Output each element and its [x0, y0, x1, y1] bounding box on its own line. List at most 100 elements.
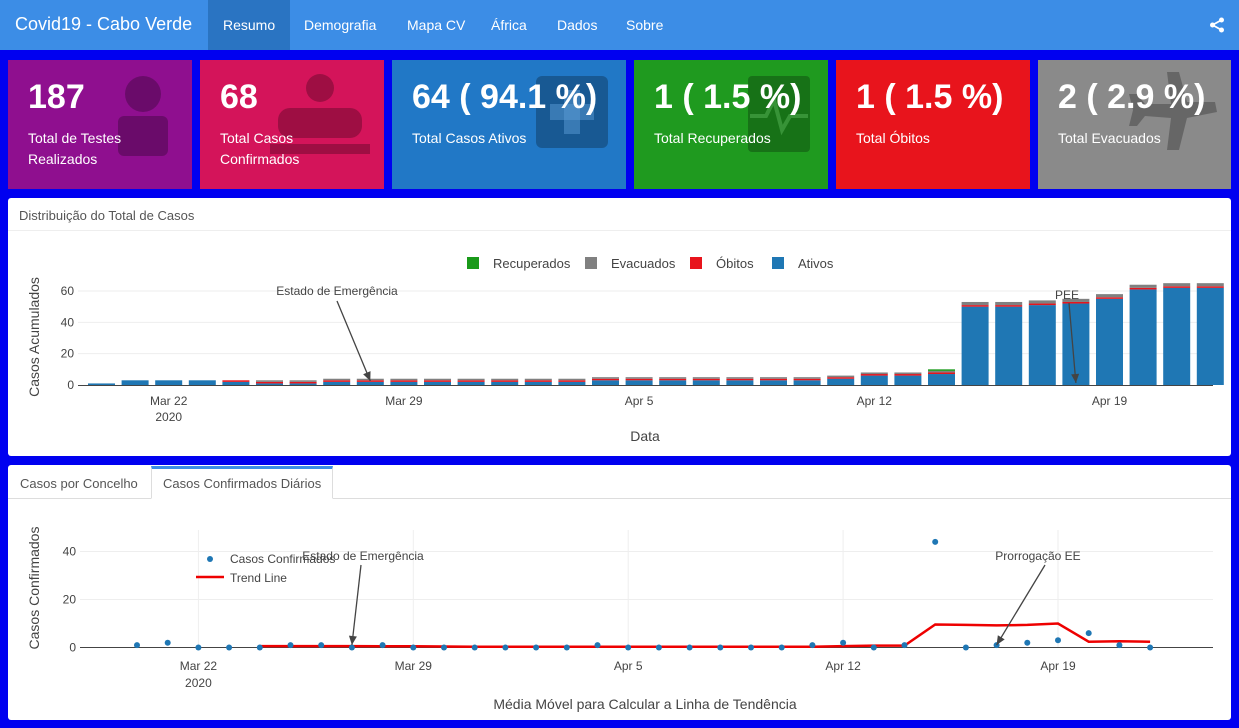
- value-box-ativos: 64 ( 94.1 %) Total Casos Ativos: [392, 60, 626, 189]
- data-point: [226, 644, 233, 651]
- bar-ativos: [289, 383, 317, 385]
- legend-label: Óbitos: [716, 256, 754, 271]
- x-tick-label: Apr 19: [1040, 659, 1076, 673]
- bar-evacuados: [1096, 294, 1123, 298]
- x-axis-title: Média Móvel para Calcular a Linha de Ten…: [493, 696, 796, 712]
- bar-ativos: [961, 306, 989, 385]
- bar-evacuados: [1062, 298, 1090, 302]
- annotation-text: Estado de Emergência: [276, 284, 398, 298]
- bar-evacuados: [256, 380, 283, 382]
- bar-ativos: [424, 381, 451, 385]
- bar-evacuados: [625, 377, 653, 379]
- data-point: [717, 644, 724, 651]
- annotation-arrow-head: [363, 371, 371, 381]
- nav-tab-dados[interactable]: Dados: [557, 17, 598, 33]
- data-point: [502, 644, 509, 651]
- nav-tab-sobre[interactable]: Sobre: [626, 17, 664, 33]
- bar-ativos: [625, 380, 653, 385]
- data-point: [287, 642, 294, 649]
- nav-tab-africa[interactable]: África: [491, 17, 527, 33]
- data-point: [840, 639, 847, 646]
- y-tick-label: 20: [63, 593, 77, 607]
- bar-óbitos: [928, 372, 955, 375]
- bar-óbitos: [692, 378, 720, 381]
- x-tick-sublabel: 2020: [185, 676, 212, 690]
- data-point: [901, 642, 908, 649]
- data-point: [962, 644, 969, 651]
- annotation-arrow-head: [348, 635, 357, 645]
- value-box-label: Total Casos Ativos: [412, 130, 527, 146]
- bar-evacuados: [793, 377, 821, 379]
- value-box-obitos: 1 ( 1.5 %) Total Óbitos: [836, 60, 1030, 189]
- data-point: [134, 642, 140, 649]
- value-box-value: 1 ( 1.5 %): [856, 78, 1004, 116]
- nav-tab-demografia[interactable]: Demografia: [304, 17, 377, 33]
- bar-recuperados: [928, 369, 955, 371]
- bar-óbitos: [256, 381, 283, 384]
- nav-tab-mapa-cv[interactable]: Mapa CV: [407, 17, 466, 33]
- bar-evacuados: [1028, 300, 1056, 304]
- trend-line: [259, 622, 1151, 649]
- bar-óbitos: [457, 380, 485, 382]
- bar-ativos: [256, 383, 283, 385]
- value-box-label: Total Casos Confirmados: [220, 130, 300, 167]
- legend-label: Evacuados: [611, 256, 676, 271]
- bar-evacuados: [726, 377, 754, 379]
- value-box-value: 64 ( 94.1 %): [412, 78, 598, 116]
- nav-tab-resumo[interactable]: Resumo: [208, 0, 291, 50]
- bar-evacuados: [524, 378, 552, 381]
- bar-ativos: [222, 381, 250, 385]
- share-icon[interactable]: [1209, 17, 1225, 33]
- annotation-text: Prorrogação EE: [995, 549, 1080, 563]
- bar-óbitos: [356, 380, 384, 382]
- y-tick-label: 0: [69, 641, 76, 655]
- data-point: [778, 644, 785, 651]
- value-box-testes: 187 Total de Testes Realizados: [8, 60, 192, 189]
- data-point: [348, 644, 355, 651]
- value-box-evacuados: 2 ( 2.9 %) Total Evacuados: [1038, 60, 1231, 189]
- bar-ativos: [1129, 289, 1157, 385]
- value-box-confirmados: 68 Total Casos Confirmados: [200, 60, 384, 189]
- bar-óbitos: [592, 378, 619, 381]
- bar-ativos: [995, 306, 1023, 385]
- app-brand[interactable]: Covid19 - Cabo Verde: [15, 14, 193, 34]
- y-tick-label: 20: [61, 347, 75, 361]
- x-axis-title: Data: [630, 428, 660, 444]
- bar-evacuados: [323, 378, 351, 381]
- legend-swatch: [690, 257, 702, 269]
- test-tube-icon: [118, 76, 168, 156]
- data-point: [563, 644, 570, 651]
- panel-tabs: Casos por Concelho Casos Confirmados Diá…: [8, 465, 1231, 720]
- x-tick-label: Mar 22: [150, 394, 188, 408]
- x-tick-label: Apr 12: [825, 659, 861, 673]
- y-axis-title: Casos Acumulados: [26, 277, 42, 397]
- bar-ativos: [692, 380, 720, 385]
- bar-evacuados: [928, 370, 955, 373]
- tab-casos-por-concelho[interactable]: Casos por Concelho: [20, 476, 138, 491]
- bar-óbitos: [659, 378, 687, 381]
- data-point: [533, 644, 540, 651]
- bar-óbitos: [1096, 297, 1123, 299]
- annotation-text: PEE: [1055, 288, 1079, 302]
- bar-ativos: [1196, 287, 1224, 385]
- y-tick-label: 60: [61, 284, 75, 298]
- bar-evacuados: [390, 378, 418, 381]
- bar-ativos: [860, 375, 888, 385]
- tab-casos-confirmados-diarios[interactable]: Casos Confirmados Diários: [151, 466, 334, 499]
- bar-óbitos: [995, 305, 1023, 307]
- value-box-value: 1 ( 1.5 %): [654, 78, 802, 116]
- bar-óbitos: [760, 378, 787, 381]
- legend-swatch: [467, 257, 479, 269]
- bar-óbitos: [860, 374, 888, 376]
- data-point: [1116, 642, 1123, 649]
- bar-chart: 0 20 40 60 Mar 22 2020 Mar 29 Apr 5 Apr 12 Apr 19…: [26, 256, 1224, 444]
- bar-óbitos: [222, 380, 250, 382]
- annotation-arrow-line: [996, 564, 1046, 646]
- y-tick-label: 0: [67, 378, 74, 392]
- bar-ativos: [491, 381, 519, 385]
- annotation-arrow-line: [1068, 302, 1077, 384]
- annotation-arrow-head: [1071, 373, 1080, 383]
- bar-ativos: [592, 380, 619, 385]
- bar-óbitos: [1129, 287, 1157, 290]
- y-tick-label: 40: [63, 545, 77, 559]
